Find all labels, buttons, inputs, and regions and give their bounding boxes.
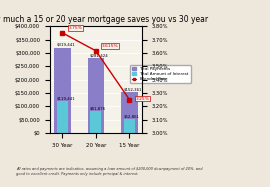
Text: $119,441: $119,441 [56,97,75,101]
Text: $152,361: $152,361 [124,88,142,91]
Text: 3.75%: 3.75% [68,26,82,30]
Text: $52,861: $52,861 [124,114,140,118]
Bar [121,92,138,133]
Text: 3.615%: 3.615% [102,44,119,48]
Legend: Total Payments, Total Amount of Interest, Blended Rate: Total Payments, Total Amount of Interest… [130,65,191,83]
Bar [57,101,68,133]
Text: 3.25%: 3.25% [136,97,149,101]
Bar [54,48,71,133]
Text: $81,876: $81,876 [90,107,106,111]
Bar [90,111,101,133]
Bar [87,58,104,133]
Text: $281,424: $281,424 [90,53,109,57]
Bar [124,119,135,133]
Title: How much a 15 or 20 year mortgage saves you vs 30 year: How much a 15 or 20 year mortgage saves … [0,15,208,24]
Text: All rates and payments are indicative, assuming a loan amount of $200,000 downpa: All rates and payments are indicative, a… [16,168,203,176]
Text: $319,441: $319,441 [56,43,75,47]
